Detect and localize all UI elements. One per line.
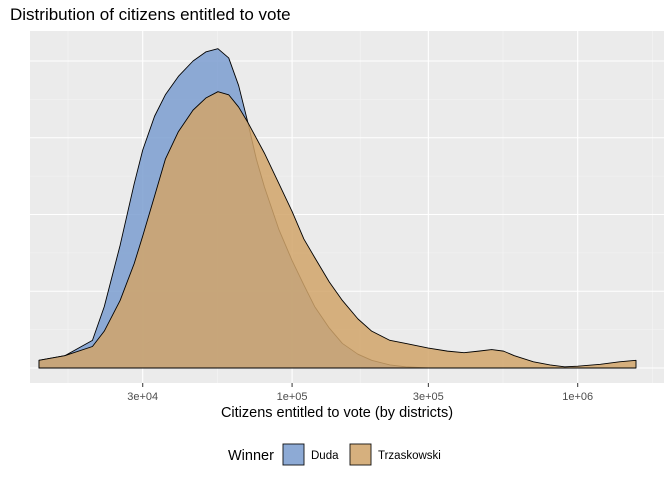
x-axis-label: Citizens entitled to vote (by districts) [221, 405, 453, 421]
legend-label-duda: Duda [311, 450, 339, 462]
legend-key-trzaskowski [349, 443, 372, 466]
legend-label-trzaskowski: Trzaskowski [378, 450, 441, 462]
chart-title: Distribution of citizens entitled to vot… [10, 5, 291, 24]
legend: Winner Duda Trzaskowski [228, 443, 441, 466]
x-axis-tick-labels: 3e+04 1e+05 3e+05 1e+06 [127, 391, 593, 403]
x-tick-label: 3e+05 [413, 391, 444, 403]
legend-title: Winner [228, 448, 274, 464]
x-tick-label: 1e+06 [562, 391, 593, 403]
x-tick-label: 3e+04 [127, 391, 158, 403]
legend-key-duda [282, 443, 305, 466]
density-area-trzaskowski [38, 91, 637, 369]
x-axis-ticks [142, 383, 579, 387]
x-tick-label: 1e+05 [277, 391, 308, 403]
density-areas [38, 48, 637, 369]
